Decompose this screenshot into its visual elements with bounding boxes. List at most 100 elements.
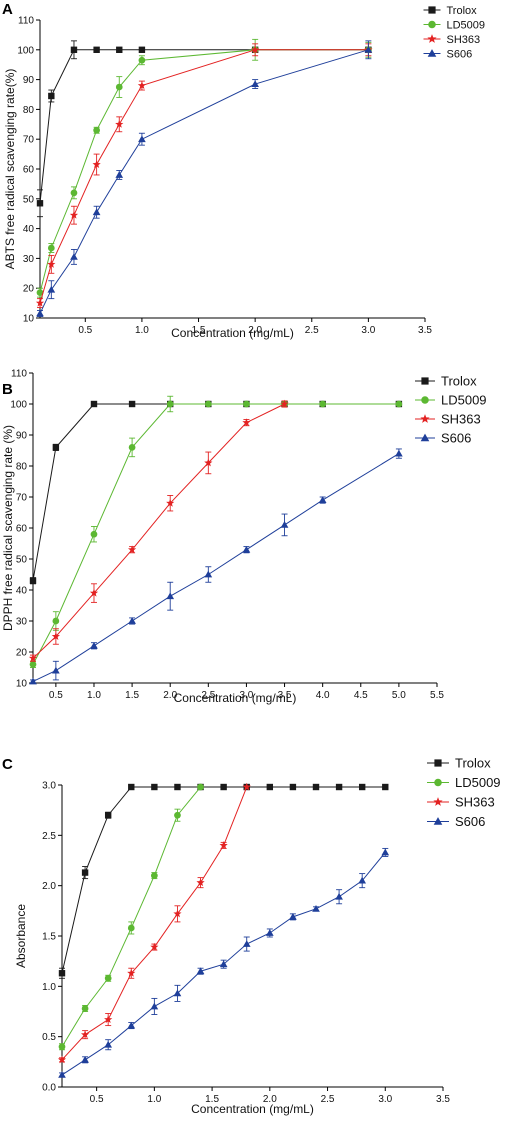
series-line [61, 786, 248, 1061]
data-point [138, 135, 146, 143]
y-tick-label: 20 [23, 284, 35, 295]
chart-panel-c: C 0.0 0.5 1.0 1.5 2.0 2.5 3.0 0.5 1.0 1.5 2.0 2.5 3.0… [2, 756, 501, 1116]
series-line [32, 453, 400, 682]
y-tick-label: 30 [16, 617, 28, 628]
legend-label: Trolox [441, 374, 477, 389]
y-tick-label: 3.0 [42, 781, 56, 792]
x-tick-label: 2.5 [305, 325, 319, 336]
data-point [251, 80, 259, 87]
legend-marker [427, 49, 437, 57]
data-point [196, 878, 205, 887]
data-point [70, 46, 78, 53]
legend: Trolox LD5009 SH363 S606 [427, 756, 501, 829]
data-point [243, 400, 250, 408]
data-point [335, 892, 343, 900]
data-point [57, 1055, 67, 1064]
data-point [289, 783, 297, 791]
series-sh363 [57, 782, 251, 1064]
data-point [115, 83, 123, 91]
data-point [29, 577, 37, 584]
data-point [312, 904, 320, 912]
series-line [39, 49, 369, 293]
legend-marker [421, 377, 429, 385]
data-point [58, 970, 66, 977]
y-tick-label: 80 [16, 462, 28, 473]
y-tick-label: 60 [16, 524, 28, 535]
series-trolox [36, 40, 372, 218]
legend-label: LD5009 [455, 775, 501, 790]
data-point [89, 588, 99, 597]
y-tick-label: 70 [23, 135, 35, 146]
y-tick-label: 2.5 [42, 831, 56, 842]
x-tick-label: 1.5 [192, 325, 206, 336]
data-point [127, 1021, 136, 1029]
data-point [127, 968, 136, 977]
y-tick-label: 80 [23, 105, 35, 116]
data-point [242, 940, 251, 947]
data-point [382, 783, 389, 791]
y-tick-label: 100 [10, 400, 27, 411]
x-tick-label: 2.0 [263, 1094, 277, 1105]
data-point [318, 496, 327, 503]
data-point [81, 869, 89, 876]
data-point [312, 783, 320, 791]
series-line [39, 49, 369, 314]
data-point [251, 45, 260, 54]
legend-marker [434, 778, 442, 787]
x-tick-label: 0.5 [49, 690, 63, 701]
data-point [90, 400, 98, 408]
data-point [150, 1002, 159, 1010]
data-point [358, 876, 367, 884]
legend-label: SH363 [455, 795, 495, 810]
data-point [280, 399, 289, 408]
y-tick-label: 30 [23, 254, 35, 265]
y-tick-label: 70 [16, 493, 28, 504]
legend-marker [420, 414, 430, 423]
data-point [358, 783, 366, 791]
data-point [395, 400, 403, 408]
x-tick-label: 0.5 [78, 325, 92, 336]
y-axis-title: Absorbance [14, 904, 28, 968]
y-axis-title: ABTS free radical scavenging rate(%) [3, 69, 17, 270]
x-axis-title: Concentration (mg/mL) [191, 1102, 314, 1116]
data-point [104, 974, 112, 982]
data-point [93, 126, 100, 134]
legend-label: Trolox [447, 5, 478, 17]
data-point [220, 783, 227, 791]
data-point [196, 967, 205, 975]
data-point [47, 260, 56, 268]
series-s606 [58, 847, 390, 1078]
data-point [166, 400, 174, 408]
legend-marker [433, 817, 443, 825]
data-point [173, 909, 182, 918]
data-point [242, 545, 251, 553]
y-tick-label: 50 [23, 194, 35, 205]
panel-letter: B [2, 381, 13, 398]
y-tick-label: 110 [18, 16, 34, 27]
y-tick-label: 20 [16, 648, 28, 659]
series-s606 [29, 448, 403, 685]
x-tick-label: 1.5 [125, 690, 139, 701]
data-point [166, 498, 175, 507]
legend-label: Trolox [455, 756, 491, 771]
data-point [35, 298, 45, 307]
y-tick-label: 1.0 [42, 982, 56, 993]
data-point [93, 46, 100, 53]
data-point [174, 783, 181, 791]
data-point [51, 632, 60, 640]
x-tick-label: 5.5 [430, 690, 444, 701]
data-point [90, 530, 98, 538]
data-point [204, 570, 213, 578]
data-point [90, 641, 98, 649]
legend-marker [420, 433, 430, 442]
x-tick-label: 1.0 [147, 1094, 161, 1105]
x-tick-label: 1.5 [205, 1094, 219, 1105]
data-point [219, 960, 228, 968]
data-point [150, 942, 159, 951]
y-axis-title: DPPH free radical scavenging rate (%) [1, 425, 15, 631]
x-tick-label: 2.5 [321, 1094, 335, 1105]
data-point [92, 208, 101, 216]
data-point [70, 189, 78, 197]
